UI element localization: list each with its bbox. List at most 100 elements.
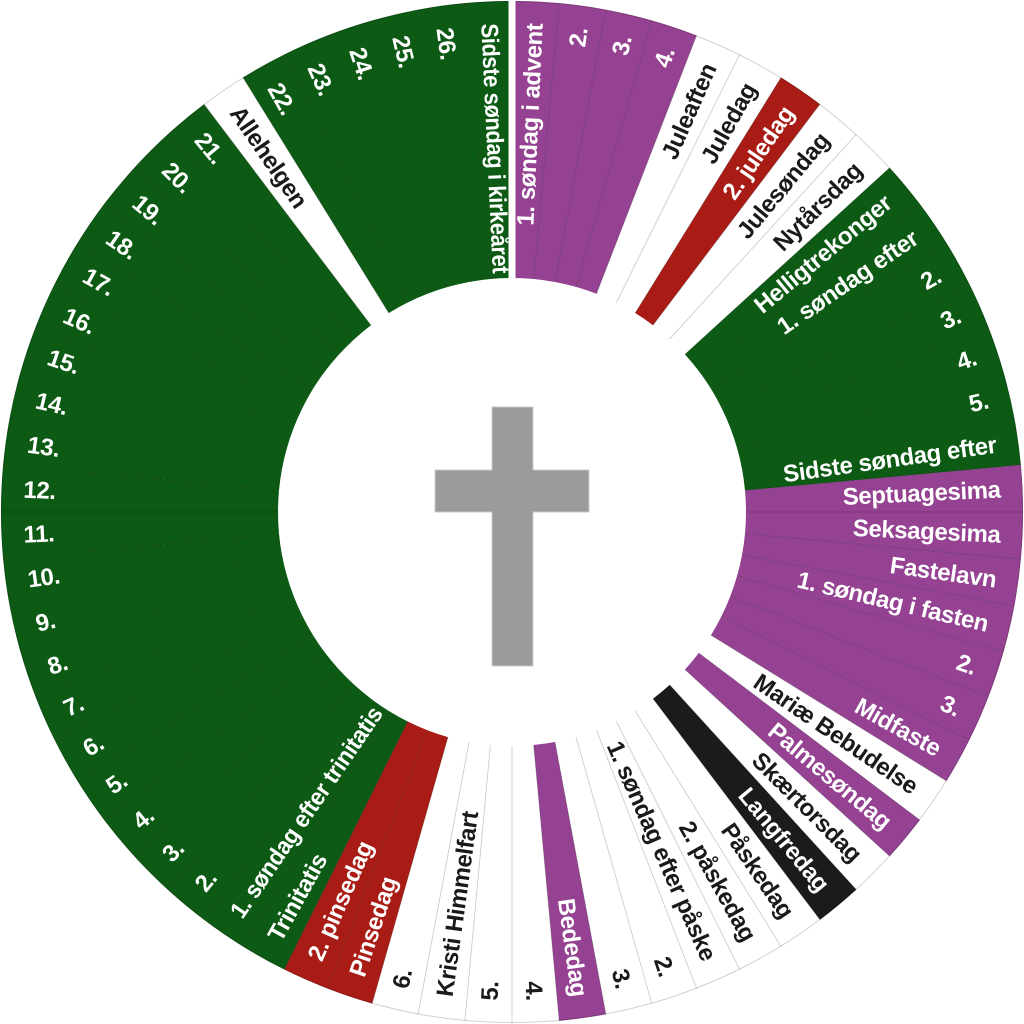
wheel-segment — [698, 635, 947, 820]
wheel-segment — [418, 3, 491, 282]
wheel-segment — [710, 242, 970, 408]
segment-separator — [698, 652, 921, 821]
wheel-segment — [710, 616, 970, 782]
wheel-segment — [204, 77, 389, 326]
segment-separator — [533, 744, 560, 1021]
wheel-segment — [596, 721, 740, 989]
segment-label: 12. — [23, 477, 56, 505]
segment-separator — [417, 9, 470, 283]
segment-separator — [54, 615, 303, 741]
segment-separator — [203, 103, 372, 326]
wheel-segment — [512, 1, 560, 279]
wheel-segment — [372, 737, 469, 1015]
wheel-segment — [1, 512, 279, 560]
segment-separator — [652, 103, 821, 326]
wheel-segment — [77, 635, 326, 820]
wheel-segment — [9, 555, 287, 652]
wheel-segment — [653, 104, 857, 340]
segment-separator — [283, 54, 409, 303]
segment-separator — [9, 554, 283, 607]
wheel-segment — [9, 372, 287, 469]
segment-label: 26. — [430, 26, 461, 62]
segment-label: 2. — [564, 26, 593, 49]
segment-separator — [615, 721, 741, 970]
segment-separator — [203, 698, 372, 921]
wheel-segment — [35, 596, 303, 740]
segment-separator — [730, 596, 989, 697]
wheel-segment — [3, 533, 282, 606]
segment-separator — [669, 684, 857, 890]
segment-separator — [741, 554, 1015, 607]
wheel-segment — [242, 54, 408, 314]
segment-separator — [327, 730, 428, 989]
segment-separator — [596, 730, 697, 989]
wheel-segment — [104, 653, 340, 857]
segment-separator — [736, 371, 1004, 449]
segment-separator — [54, 283, 303, 409]
segment-separator — [744, 464, 1021, 491]
segment-separator — [9, 417, 283, 470]
segment-separator — [20, 371, 288, 449]
wheel-segment — [669, 134, 890, 355]
segment-separator — [744, 533, 1021, 560]
wheel-segment — [54, 616, 314, 782]
wheel-segment — [204, 698, 389, 947]
wheel-segment — [35, 284, 303, 428]
segment-separator — [669, 134, 857, 340]
wheel-segment — [284, 721, 428, 989]
wheel-segment — [653, 684, 857, 920]
wheel-segment — [616, 54, 782, 314]
wheel-segment — [242, 710, 408, 970]
segment-separator — [103, 652, 326, 821]
wheel-segment — [745, 464, 1023, 512]
segment-separators — [1, 3, 1023, 1023]
segment-label: 13. — [26, 432, 62, 463]
segment-separator — [730, 327, 989, 428]
segment-separator — [371, 736, 449, 1004]
wheel-segment — [167, 104, 371, 340]
segment-separator — [741, 417, 1015, 470]
latin-cross-icon — [434, 406, 590, 667]
segment-separator — [575, 736, 653, 1004]
segment-separator — [634, 77, 782, 314]
wheel-segment — [20, 576, 294, 697]
segment-separator — [721, 283, 970, 409]
wheel-segment — [721, 284, 989, 428]
wheel-segment — [730, 576, 1004, 697]
wheel-segment — [167, 684, 371, 920]
wheel-segment — [737, 372, 1015, 469]
segment-separator — [710, 242, 947, 390]
segment-separator — [77, 634, 314, 782]
segment-separator — [721, 615, 970, 741]
segment-separator — [3, 533, 280, 560]
wheel-segment — [742, 418, 1021, 491]
segment-separator — [417, 741, 470, 1015]
wheel-segment — [742, 533, 1021, 606]
segment-label: 4. — [520, 981, 548, 1001]
wheel-segment — [327, 20, 448, 294]
segment-separator — [242, 710, 390, 947]
wheel-segment — [104, 167, 340, 371]
segment-separator — [554, 741, 607, 1015]
wheel-segment — [635, 698, 820, 947]
wheel-segment — [372, 9, 469, 287]
wheel-segment — [669, 669, 890, 890]
segment-separator — [615, 54, 741, 303]
segment-separator — [20, 575, 288, 653]
wheel-segment — [327, 730, 448, 1004]
segment-separator — [464, 744, 491, 1021]
wheel-segment — [464, 745, 512, 1023]
wheel-segment — [745, 512, 1023, 560]
segment-separator — [736, 575, 1004, 653]
wheel-segment — [418, 742, 491, 1021]
segment-separator — [684, 669, 890, 857]
wheel-segment — [1, 464, 279, 512]
wheel-segment — [533, 742, 606, 1021]
wheel-segment — [54, 242, 314, 408]
wheel-segment — [134, 134, 355, 355]
segment-label: 10. — [26, 562, 62, 593]
wheel-segment — [77, 204, 326, 389]
